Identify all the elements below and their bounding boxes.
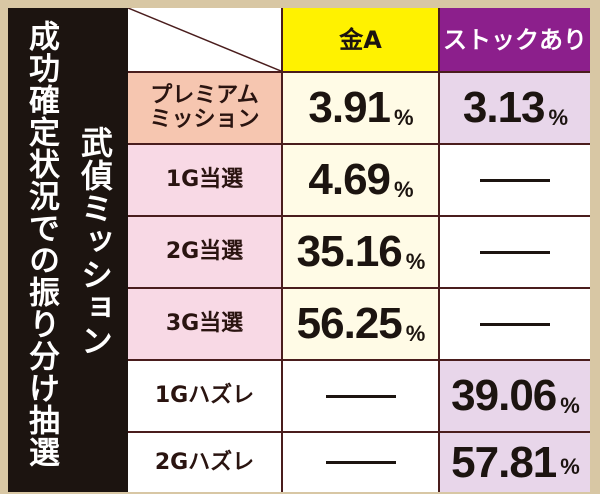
value: 39.06 xyxy=(451,371,557,420)
value-cell xyxy=(283,361,438,431)
corner-cell xyxy=(128,8,281,71)
row-label: 2G当選 xyxy=(128,217,281,287)
value: 4.69 xyxy=(308,155,391,204)
value-cell: 35.16% xyxy=(283,217,438,287)
header-cell: ストックあり xyxy=(440,8,590,71)
value-cell: 56.25% xyxy=(283,289,438,359)
header-cell: 金A xyxy=(283,8,438,71)
side-title: 成功確定状況での振り分け抽選 xyxy=(23,20,59,468)
table: 金A ストックあり プレミアムミッション 3.91% 3.13% 1G当選 4.69% 2G当… xyxy=(128,8,590,492)
unit: % xyxy=(560,393,580,418)
value: 35.16 xyxy=(296,227,403,276)
dash xyxy=(325,394,396,398)
value: 3.91 xyxy=(308,83,391,132)
dash xyxy=(480,178,550,182)
unit: % xyxy=(560,454,580,479)
value-cell: 57.81% xyxy=(440,433,590,492)
value: 3.13 xyxy=(462,83,546,132)
unit: % xyxy=(405,321,426,346)
value: 57.81 xyxy=(451,437,557,487)
unit: % xyxy=(394,105,414,130)
dash xyxy=(480,250,550,254)
value-cell xyxy=(440,217,590,287)
diagonal xyxy=(128,8,281,71)
side-panel: 成功確定状況での振り分け抽選 武偵ミッション xyxy=(8,8,128,492)
value-cell xyxy=(440,289,590,359)
row-label: 3G当選 xyxy=(128,289,281,359)
value: 56.25 xyxy=(296,299,403,348)
row-label: 1G当選 xyxy=(128,145,281,215)
row-label: 2Gハズレ xyxy=(128,433,281,492)
side-subtitle: 武偵ミッション xyxy=(76,126,114,357)
value-cell: 39.06% xyxy=(440,361,590,431)
dash xyxy=(325,461,396,464)
unit: % xyxy=(548,105,569,130)
value-cell xyxy=(283,433,438,492)
row-label: プレミアムミッション xyxy=(128,73,281,143)
value-cell: 3.13% xyxy=(440,73,590,143)
unit: % xyxy=(405,249,426,274)
dash xyxy=(480,322,550,326)
row-label: 1Gハズレ xyxy=(128,361,281,431)
unit: % xyxy=(394,177,414,202)
value-cell: 4.69% xyxy=(283,145,438,215)
value-cell: 3.91% xyxy=(283,73,438,143)
value-cell xyxy=(440,145,590,215)
